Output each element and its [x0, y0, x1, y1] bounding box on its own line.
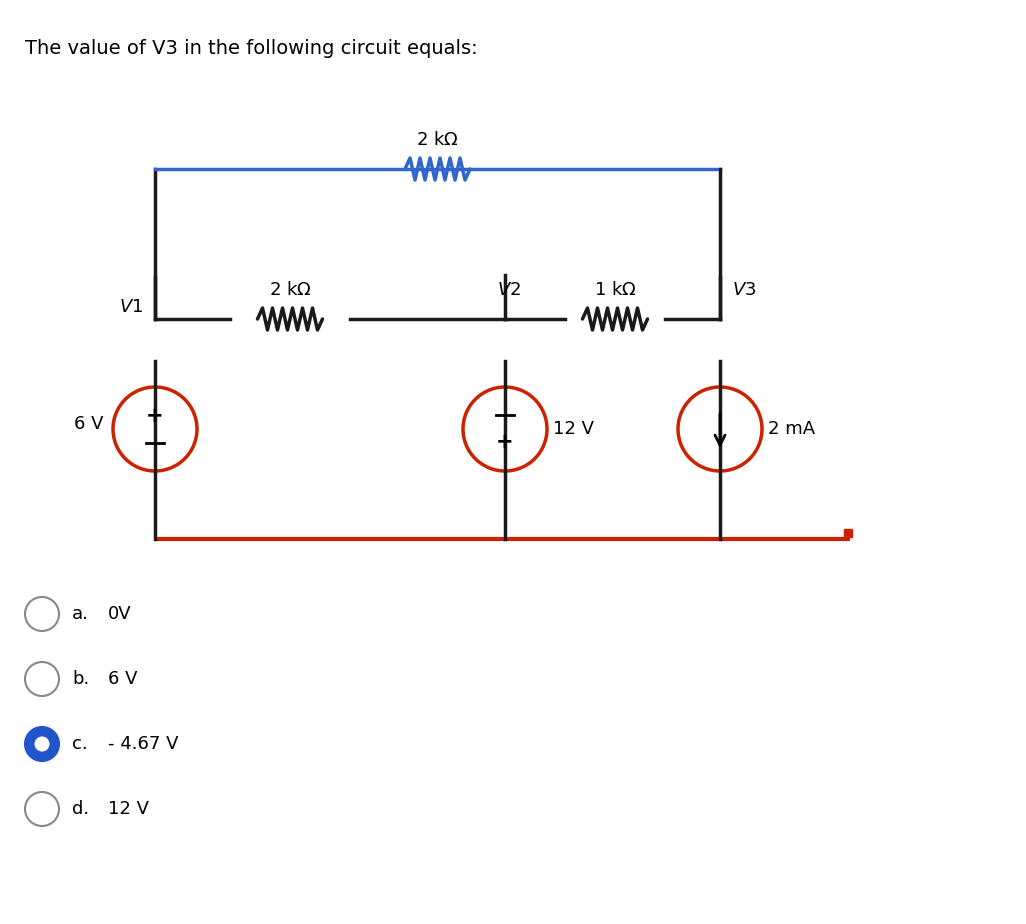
- Text: 6 V: 6 V: [108, 670, 137, 688]
- Circle shape: [35, 736, 49, 751]
- Text: 2 k$\Omega$: 2 k$\Omega$: [269, 281, 311, 299]
- Text: 12 V: 12 V: [108, 800, 149, 818]
- Text: $V1$: $V1$: [119, 298, 143, 316]
- Text: +: +: [146, 406, 164, 426]
- Text: b.: b.: [72, 670, 89, 688]
- Text: 0V: 0V: [108, 605, 131, 623]
- Text: 1 k$\Omega$: 1 k$\Omega$: [594, 281, 636, 299]
- Text: a.: a.: [72, 605, 89, 623]
- Text: c.: c.: [72, 735, 87, 753]
- Text: 2 mA: 2 mA: [768, 420, 815, 438]
- Text: The value of V3 in the following circuit equals:: The value of V3 in the following circuit…: [25, 39, 478, 58]
- Text: - 4.67 V: - 4.67 V: [108, 735, 179, 753]
- Text: $V3$: $V3$: [732, 281, 756, 299]
- Text: 12 V: 12 V: [553, 420, 594, 438]
- Text: +: +: [497, 432, 514, 452]
- Circle shape: [25, 727, 60, 761]
- Text: d.: d.: [72, 800, 89, 818]
- Text: $V2$: $V2$: [497, 281, 521, 299]
- Text: 2 k$\Omega$: 2 k$\Omega$: [417, 131, 459, 149]
- Text: 6 V: 6 V: [74, 415, 103, 433]
